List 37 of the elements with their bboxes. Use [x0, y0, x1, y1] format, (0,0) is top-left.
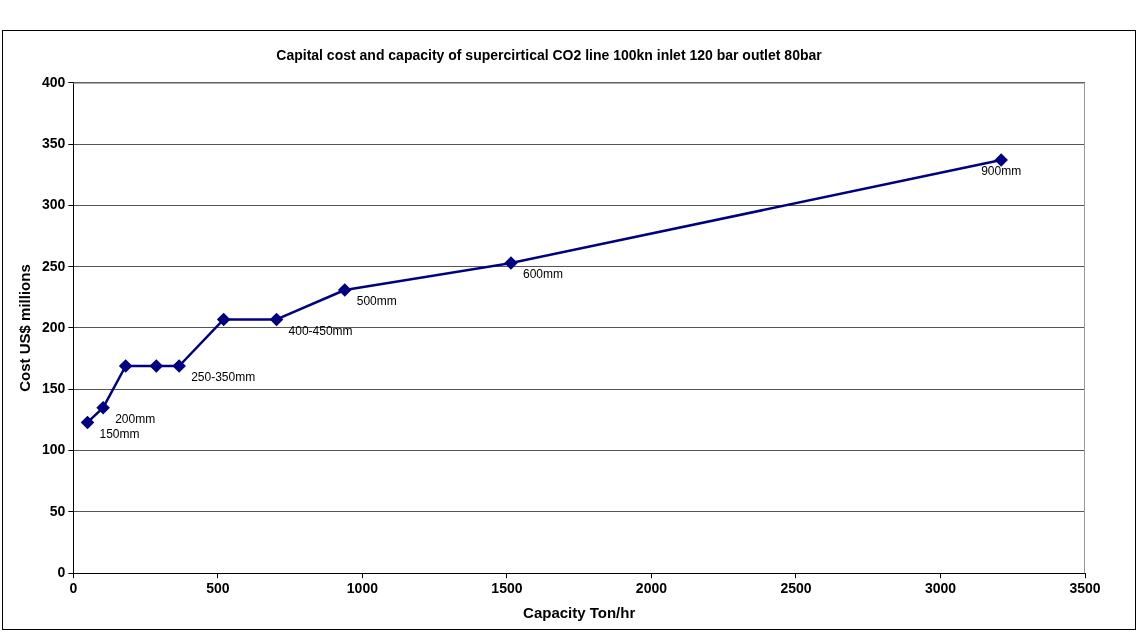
annotation: 200mm [115, 412, 156, 426]
y-tick-label: 150 [42, 380, 66, 397]
annotation: 150mm [99, 426, 140, 441]
point [338, 283, 352, 297]
point [217, 313, 230, 326]
y-tick-label: 0 [57, 564, 66, 581]
x-tick-label: 3000 [924, 580, 957, 597]
point [504, 256, 518, 270]
x-tick-label: 1500 [491, 580, 523, 597]
x-tick-label: 2000 [635, 580, 668, 597]
y-tick-label: 350 [42, 134, 66, 151]
point [96, 401, 110, 414]
annotation: 900mm [981, 164, 1022, 179]
x-tick-label: 3500 [1069, 580, 1101, 597]
point [172, 359, 186, 373]
x-tick-label: 0 [69, 580, 78, 597]
x-tick-label: 500 [206, 580, 230, 597]
point [270, 313, 283, 326]
y-axis-title: Cost US$ millions [16, 264, 34, 392]
y-tick-label: 200 [42, 318, 66, 335]
point [994, 153, 1008, 167]
point [119, 359, 132, 373]
y-tick-label: 400 [42, 73, 66, 90]
x-axis-title: Capacity Ton/hr [523, 604, 636, 622]
annotation: 250-350mm [191, 370, 256, 385]
annotation: 500mm [356, 294, 397, 309]
y-tick-label: 50 [49, 502, 66, 519]
annotation: 600mm [522, 267, 563, 282]
y-tick-label: 300 [42, 196, 66, 213]
y-tick-label: 250 [42, 257, 66, 274]
y-tick-label: 100 [42, 441, 66, 458]
chart-title: Capital cost and capacity of supercirtical CO2 line 100kn inlet 120 bar outlet 80bar [276, 47, 823, 64]
point [150, 359, 163, 373]
x-tick-label: 1000 [346, 580, 379, 597]
x-tick-label: 2500 [780, 580, 812, 597]
annotation: 400-450mm [288, 323, 353, 338]
point [81, 416, 94, 429]
